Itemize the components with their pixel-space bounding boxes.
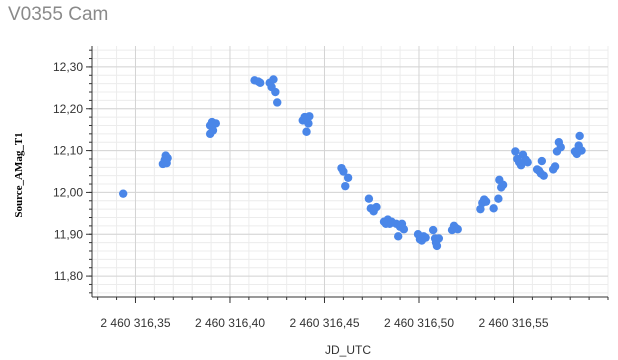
- data-point: [428, 225, 438, 235]
- y-tick-label: 12,10: [53, 144, 83, 158]
- data-point: [211, 119, 221, 128]
- data-point: [539, 171, 548, 180]
- data-point: [341, 181, 350, 191]
- y-tick-label: 12,00: [53, 185, 83, 199]
- data-point: [575, 131, 584, 141]
- y-tick-label: 11,80: [54, 269, 83, 283]
- data-point: [273, 98, 282, 107]
- data-point: [163, 153, 172, 163]
- x-tick-label: 2 460 316,45: [289, 316, 359, 330]
- data-point: [304, 119, 313, 128]
- x-tick-label: 2 460 316,55: [478, 316, 548, 330]
- axes: [91, 46, 608, 298]
- data-point: [494, 194, 503, 203]
- data-point: [498, 180, 508, 190]
- y-axis-label: Source_AMag_T1: [13, 132, 25, 217]
- data-point: [453, 225, 462, 234]
- data-point: [556, 143, 565, 152]
- y-tick-label: 12,30: [53, 60, 83, 74]
- data-point: [550, 162, 560, 171]
- data-point: [118, 189, 128, 198]
- data-point: [305, 112, 314, 121]
- data-point: [399, 225, 409, 234]
- data-point: [516, 161, 526, 170]
- data-point: [537, 156, 547, 166]
- data-point: [256, 78, 265, 88]
- x-tick-label: 2 460 316,50: [384, 316, 454, 330]
- data-point: [393, 232, 403, 241]
- y-tick-label: 12,20: [53, 102, 83, 116]
- x-tick-label: 2 460 316,35: [100, 316, 170, 330]
- x-tick-label: 2 460 316,40: [195, 316, 265, 330]
- data-point: [421, 233, 430, 242]
- ticks: 2 460 316,35 2 460 316,40 2 460 316,45 2 46…: [53, 49, 609, 330]
- data-point: [481, 197, 491, 206]
- data-point: [271, 87, 280, 97]
- data-point: [302, 127, 311, 136]
- data-point: [511, 147, 520, 156]
- data-point: [269, 75, 278, 84]
- data-point: [434, 234, 444, 243]
- data-point: [364, 194, 374, 203]
- data-point: [343, 173, 353, 182]
- data-point: [339, 167, 348, 176]
- data-point: [489, 204, 498, 213]
- data-points: [118, 75, 586, 251]
- grid: [92, 46, 609, 297]
- data-point: [372, 202, 381, 212]
- x-axis-label: JD_UTC: [325, 343, 371, 357]
- data-point: [577, 146, 586, 155]
- chart-title: V0355 Cam: [8, 4, 109, 25]
- data-point: [208, 126, 218, 135]
- data-point: [432, 241, 442, 251]
- y-tick-label: 11,90: [54, 227, 83, 241]
- data-point: [523, 158, 532, 167]
